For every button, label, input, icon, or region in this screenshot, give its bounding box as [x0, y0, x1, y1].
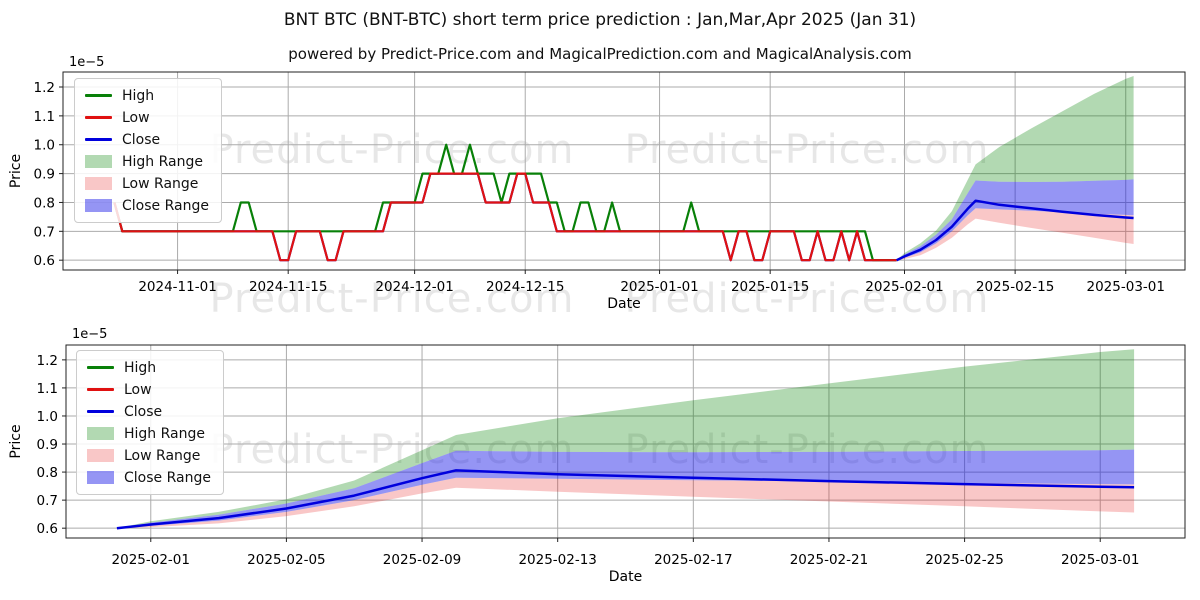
x-tick-label: 2025-01-01 [620, 279, 698, 295]
bottom-legend-item-close-range: Close Range [87, 468, 211, 487]
y-tick-label: 0.6 [34, 253, 55, 269]
high-swatch-icon [87, 366, 114, 369]
legend-item-label: Low Range [122, 175, 199, 192]
high-range-swatch-icon [87, 427, 114, 440]
bottom-legend-item-low-range: Low Range [87, 446, 211, 465]
legend-item-label: Close [122, 131, 161, 148]
y-tick-label: 0.7 [37, 493, 58, 509]
low-range-area [116, 477, 1135, 529]
x-tick-label: 2025-02-01 [112, 552, 190, 568]
top-legend-item-high-range: High Range [85, 152, 209, 171]
y-tick-label: 0.8 [37, 465, 58, 481]
high-range-area [116, 349, 1135, 529]
y-axis-label: Price [8, 424, 24, 458]
y-tick-label: 0.7 [34, 224, 55, 240]
watermark-text: Predict-Price.com [625, 427, 990, 473]
top-legend-item-high: High [85, 86, 209, 105]
x-tick-label: 2025-02-13 [518, 552, 596, 568]
y-axis-scale-label: 1e−5 [69, 55, 104, 70]
top-legend-item-close-range: Close Range [85, 196, 209, 215]
bottom-chart-legend: High Low Close High Range Low Range Close Ran… [76, 350, 224, 495]
watermark-text: Predict-Price.com [209, 127, 575, 173]
x-tick-label: 2025-02-01 [865, 279, 943, 295]
high-swatch-icon [85, 94, 112, 97]
low-range-area [896, 208, 1134, 261]
watermark-text: Predict-Price.com [209, 427, 575, 473]
close-range-swatch-icon [87, 471, 114, 484]
legend-item-label: Close Range [122, 197, 209, 214]
y-tick-label: 1.0 [34, 138, 55, 154]
y-tick-label: 1.2 [37, 353, 58, 369]
close-swatch-icon [87, 410, 114, 413]
x-tick-label: 2025-01-15 [731, 279, 809, 295]
low-range-swatch-icon [85, 177, 112, 190]
bottom-legend-item-high: High [87, 358, 211, 377]
x-tick-label: 2024-11-01 [138, 279, 216, 295]
close-forecast-line [896, 199, 1134, 262]
legend-item-label: High Range [122, 153, 203, 170]
close-swatch-icon [85, 138, 112, 141]
close-range-swatch-icon [85, 199, 112, 212]
y-tick-label: 0.9 [37, 437, 58, 453]
x-tick-label: 2025-02-09 [383, 552, 461, 568]
top-legend-item-low: Low [85, 108, 209, 127]
x-tick-label: 2025-03-01 [1061, 552, 1139, 568]
x-axis-label: Date [609, 569, 642, 585]
x-tick-label: 2024-12-01 [375, 279, 453, 295]
low-swatch-icon [87, 388, 114, 391]
legend-item-label: High [124, 359, 157, 376]
plot-border [62, 71, 1186, 271]
x-tick-label: 2024-11-15 [249, 279, 327, 295]
top-legend-item-close: Close [85, 130, 209, 149]
y-tick-label: 1.0 [37, 409, 58, 425]
y-axis-scale-label: 1e−5 [72, 327, 107, 342]
x-tick-label: 2025-02-15 [976, 279, 1054, 295]
close-range-area [896, 179, 1134, 261]
price-history-and-forecast-chart: 2024-11-01 2024-11-15 2024-12-01 2024-12-15… [8, 55, 1186, 312]
top-legend-item-low-range: Low Range [85, 174, 209, 193]
y-axis-label: Price [8, 154, 24, 188]
close-range-area [116, 449, 1135, 529]
legend-item-label: Close [124, 403, 163, 420]
y-tick-label: 1.1 [34, 109, 55, 125]
high-range-swatch-icon [85, 155, 112, 168]
bottom-legend-item-close: Close [87, 402, 211, 421]
bottom-legend-item-low: Low [87, 380, 211, 399]
page-title: BNT BTC (BNT-BTC) short term price predi… [283, 10, 917, 30]
x-axis-label: Date [607, 296, 640, 312]
watermark-text: Predict-Price.com [209, 276, 575, 322]
y-tick-label: 0.9 [34, 167, 55, 183]
watermark-text: Predict-Price.com [624, 276, 990, 322]
low-swatch-icon [85, 116, 112, 119]
x-tick-label: 2025-02-25 [925, 552, 1003, 568]
y-tick-label: 1.2 [34, 80, 55, 96]
legend-item-label: Low Range [124, 447, 201, 464]
legend-item-label: Low [124, 381, 152, 398]
bottom-legend-item-high-range: High Range [87, 424, 211, 443]
x-tick-label: 2025-03-01 [1087, 279, 1165, 295]
watermark-text: Predict-Price.com [624, 127, 990, 173]
plot-border [65, 344, 1186, 539]
x-tick-label: 2025-02-05 [247, 552, 325, 568]
forecast-detail-chart: 2025-02-01 2025-02-05 2025-02-09 2025-02-13… [8, 327, 1186, 585]
y-tick-label: 0.6 [37, 521, 58, 537]
top-chart-legend: High Low Close High Range Low Range Close Ran… [74, 78, 222, 223]
y-tick-label: 1.1 [37, 381, 58, 397]
legend-item-label: High [122, 87, 155, 104]
page-subtitle: powered by Predict-Price.com and Magical… [288, 45, 912, 63]
low-range-swatch-icon [87, 449, 114, 462]
x-tick-label: 2025-02-17 [654, 552, 732, 568]
close-forecast-line [116, 469, 1135, 530]
y-tick-label: 0.8 [34, 195, 55, 211]
legend-item-label: High Range [124, 425, 205, 442]
high-range-area [896, 76, 1134, 261]
low-history-line [113, 172, 897, 262]
legend-item-label: Close Range [124, 469, 211, 486]
high-history-line [113, 143, 897, 262]
x-tick-label: 2024-12-15 [486, 279, 564, 295]
x-tick-label: 2025-02-21 [790, 552, 868, 568]
legend-item-label: Low [122, 109, 150, 126]
